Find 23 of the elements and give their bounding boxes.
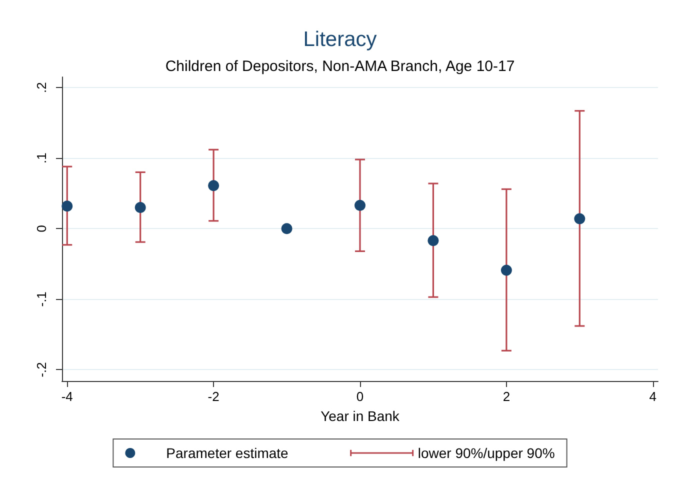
- point: [428, 235, 439, 246]
- y-tick-label: -.1: [34, 292, 49, 307]
- point: [281, 223, 292, 234]
- point: [500, 264, 512, 276]
- x-tick-label: 4: [649, 389, 656, 404]
- legend-label: Parameter estimate: [166, 445, 289, 461]
- point: [574, 213, 586, 224]
- chart-title: Literacy: [303, 28, 378, 51]
- point: [208, 180, 220, 192]
- point: [134, 202, 146, 213]
- y-tick-label: 0: [34, 225, 49, 232]
- x-tick-label: 0: [356, 389, 364, 404]
- x-axis-title: Year in Bank: [320, 408, 400, 424]
- x-tick-label: -4: [61, 389, 73, 404]
- y-tick-label: -.2: [34, 362, 49, 378]
- y-tick-label: .1: [34, 152, 49, 164]
- point: [354, 200, 366, 211]
- y-tick-label: .2: [34, 82, 49, 93]
- x-tick-label: 2: [502, 389, 510, 404]
- x-tick-label: -2: [208, 389, 220, 404]
- text: lower 90%/upper 90%: [418, 445, 555, 461]
- point: [62, 200, 73, 212]
- chart-subtitle: Children of Depositors, Non-AMA Branch, Age 10-17: [165, 58, 515, 75]
